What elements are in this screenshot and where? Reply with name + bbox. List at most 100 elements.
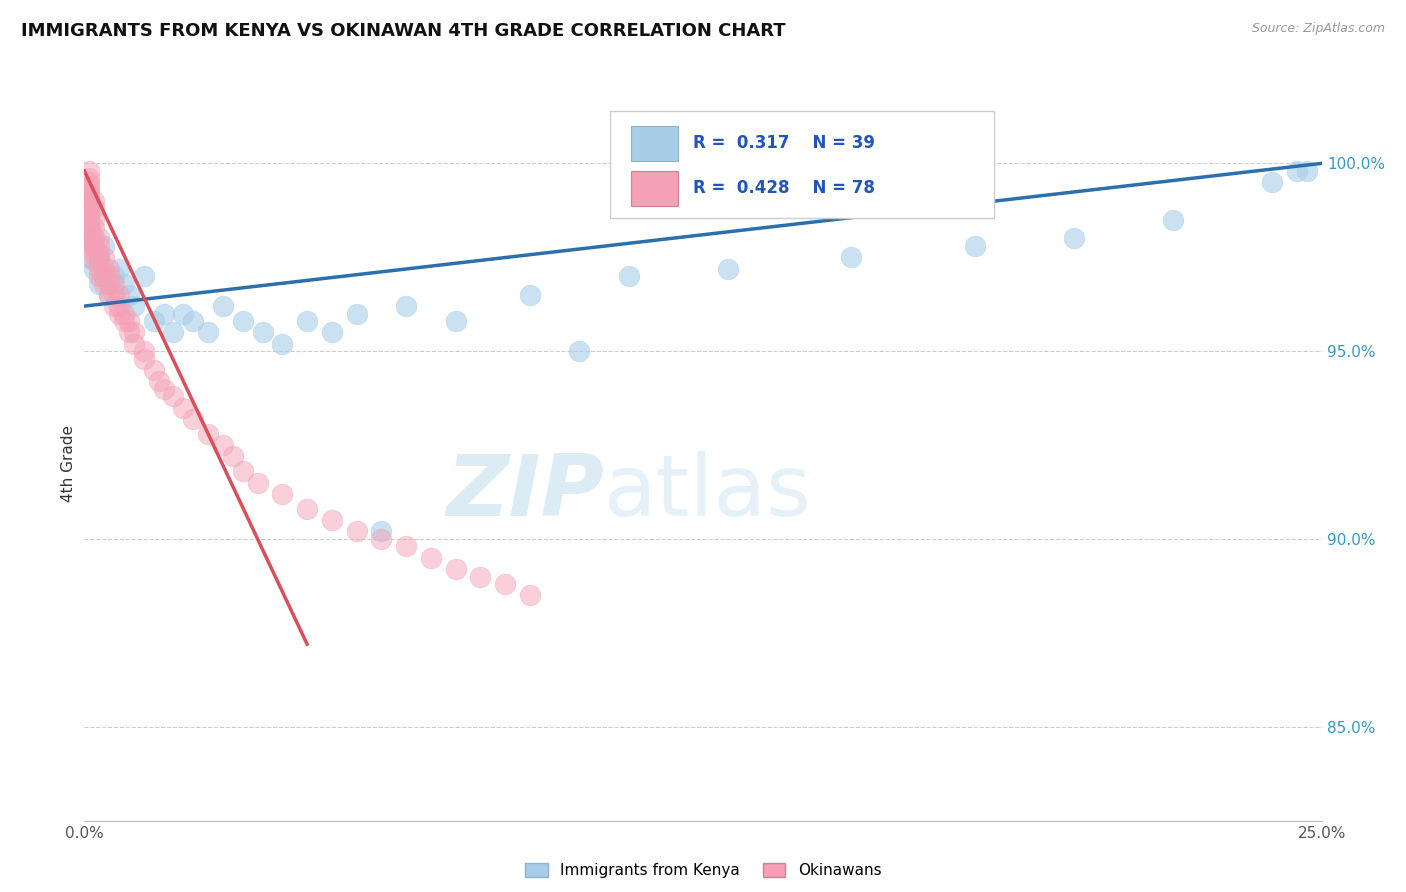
Point (98, 288, 121, 302)
Point (79, 175, 101, 189)
Point (122, 326, 145, 340)
Point (83, 202, 105, 216)
Point (83, 246, 105, 260)
Point (89, 261, 111, 276)
Text: R =  0.428    N = 78: R = 0.428 N = 78 (693, 179, 875, 197)
Point (142, 314, 165, 328)
Point (79, 250, 101, 264)
Point (93, 261, 115, 276)
Point (89, 246, 111, 260)
Point (222, 450, 245, 464)
Point (1295, 164, 1317, 178)
Point (79, 217, 101, 231)
Point (112, 314, 135, 328)
Point (346, 524, 368, 539)
Point (112, 307, 135, 321)
Point (118, 314, 141, 328)
Bar (631, 127, 678, 161)
Point (98, 288, 121, 302)
Point (83, 231, 105, 245)
Point (1161, 212, 1184, 227)
Text: atlas: atlas (605, 450, 813, 534)
Point (79, 183, 101, 197)
Point (519, 588, 541, 602)
Point (79, 190, 101, 204)
Point (132, 268, 155, 283)
Point (181, 411, 204, 425)
Point (395, 299, 418, 313)
Point (148, 374, 170, 388)
Point (79, 231, 101, 245)
Point (103, 268, 125, 283)
FancyBboxPatch shape (610, 111, 994, 218)
Text: R =  0.317    N = 39: R = 0.317 N = 39 (693, 135, 875, 153)
Point (89, 250, 111, 264)
Point (103, 299, 125, 313)
Point (98, 261, 121, 276)
Point (79, 194, 101, 208)
Point (965, 239, 987, 253)
Point (79, 202, 101, 216)
Point (181, 314, 204, 328)
Point (93, 268, 115, 283)
Point (232, 314, 254, 328)
Point (108, 288, 131, 302)
Point (108, 261, 131, 276)
Point (83, 261, 105, 276)
Point (395, 540, 418, 554)
Point (98, 268, 121, 283)
Point (83, 231, 105, 245)
Point (370, 524, 392, 539)
Point (142, 363, 165, 377)
Point (470, 569, 492, 583)
Point (79, 171, 101, 186)
Point (79, 220, 101, 235)
Text: IMMIGRANTS FROM KENYA VS OKINAWAN 4TH GRADE CORRELATION CHART: IMMIGRANTS FROM KENYA VS OKINAWAN 4TH GR… (21, 22, 786, 40)
Point (212, 299, 235, 313)
Point (83, 254, 105, 268)
Point (617, 268, 640, 283)
Point (132, 351, 155, 366)
Point (118, 288, 141, 302)
Point (162, 389, 184, 403)
Point (122, 336, 145, 351)
Point (162, 326, 184, 340)
Point (197, 426, 219, 441)
Point (295, 314, 318, 328)
Point (295, 502, 318, 516)
Point (79, 164, 101, 178)
Point (172, 307, 194, 321)
Point (118, 326, 141, 340)
Point (79, 209, 101, 223)
Point (89, 254, 111, 268)
Legend: Immigrants from Kenya, Okinawans: Immigrants from Kenya, Okinawans (519, 856, 887, 884)
Point (271, 487, 294, 501)
Point (93, 250, 115, 264)
Point (89, 231, 111, 245)
Point (108, 299, 131, 313)
Point (79, 186, 101, 201)
Point (1063, 231, 1085, 245)
Point (370, 532, 392, 546)
Point (1285, 164, 1308, 178)
Point (79, 227, 101, 242)
Point (197, 326, 219, 340)
Point (93, 239, 115, 253)
Point (79, 239, 101, 253)
Point (89, 268, 111, 283)
Point (152, 307, 174, 321)
Point (444, 314, 467, 328)
Point (717, 261, 740, 276)
Point (79, 178, 101, 193)
Point (79, 205, 101, 219)
Point (232, 464, 254, 478)
Point (346, 307, 368, 321)
Bar (631, 171, 678, 205)
Point (103, 288, 125, 302)
Point (89, 239, 111, 253)
Point (93, 277, 115, 291)
Point (252, 326, 274, 340)
Point (83, 220, 105, 235)
Point (321, 326, 343, 340)
Point (93, 268, 115, 283)
